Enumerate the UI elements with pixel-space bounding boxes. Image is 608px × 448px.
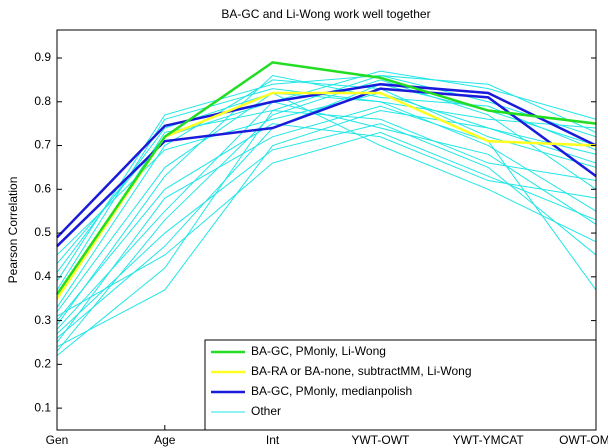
y-tick-label: 0.1 bbox=[34, 400, 51, 414]
x-tick-label: YWT-YMCAT bbox=[453, 433, 525, 447]
legend-label: Other bbox=[251, 404, 281, 418]
series-line bbox=[56, 92, 597, 256]
series-line bbox=[55, 61, 597, 296]
y-tick-label: 0.3 bbox=[34, 313, 51, 327]
series-line bbox=[56, 83, 597, 339]
series-line bbox=[56, 123, 597, 335]
x-tick-label: YWT-OWT bbox=[351, 433, 410, 447]
x-tick-label: Gen bbox=[46, 433, 69, 447]
series-line bbox=[56, 105, 597, 343]
legend-box bbox=[204, 339, 597, 431]
y-tick-label: 0.6 bbox=[34, 181, 51, 195]
y-tick-label: 0.7 bbox=[34, 138, 51, 152]
series-line bbox=[56, 75, 597, 282]
x-tick-label: Age bbox=[154, 433, 176, 447]
series-line bbox=[56, 70, 597, 330]
series-line bbox=[56, 92, 597, 273]
series-line bbox=[56, 131, 597, 317]
x-tick-label: OWT-OMCAT bbox=[559, 433, 608, 447]
y-axis-label: Pearson Correlation bbox=[6, 177, 20, 284]
y-tick-label: 0.9 bbox=[34, 50, 51, 64]
legend-label: BA-RA or BA-none, subtractMM, Li-Wong bbox=[251, 364, 472, 378]
series-line bbox=[56, 79, 597, 352]
series-line bbox=[56, 87, 597, 248]
series-line bbox=[56, 110, 597, 348]
y-tick-label: 0.5 bbox=[34, 225, 51, 239]
plot-area bbox=[55, 61, 597, 356]
chart-title: BA-GC and Li-Wong work well together bbox=[221, 7, 430, 21]
legend-label: BA-GC, PMonly, Li-Wong bbox=[251, 344, 386, 358]
legend-label: BA-GC, PMonly, medianpolish bbox=[251, 384, 412, 398]
series-line bbox=[55, 91, 597, 300]
x-tick-label: Int bbox=[266, 433, 280, 447]
series-line bbox=[56, 88, 597, 291]
y-tick-label: 0.4 bbox=[34, 269, 51, 283]
y-tick-label: 0.2 bbox=[34, 357, 51, 371]
series-line bbox=[56, 101, 597, 265]
y-tick-label: 0.8 bbox=[34, 94, 51, 108]
